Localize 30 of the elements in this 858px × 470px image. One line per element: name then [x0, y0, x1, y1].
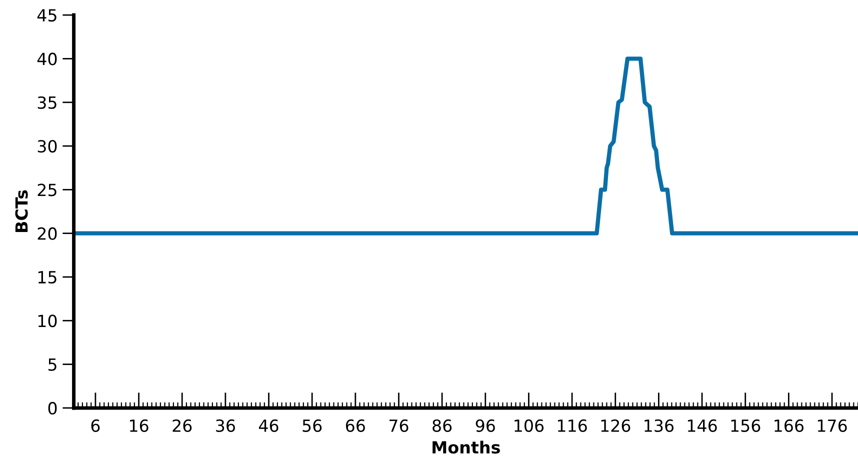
y-tick-label: 15: [38, 271, 56, 284]
y-tick-label: 20: [38, 227, 57, 240]
x-tick-label: 136: [644, 419, 674, 432]
x-tick-label: 26: [172, 419, 192, 432]
x-tick-label: 176: [818, 419, 847, 432]
x-tick-label: 56: [302, 419, 322, 432]
x-tick-label: 166: [774, 419, 804, 432]
y-axis-title: BCTs: [15, 190, 28, 232]
x-tick-label: 16: [130, 419, 148, 432]
x-tick-label: 46: [258, 419, 278, 432]
x-tick-label: 126: [601, 419, 630, 432]
x-tick-label: 86: [432, 419, 452, 432]
x-axis-title: Months: [432, 440, 500, 454]
y-tick-label: 0: [48, 402, 57, 415]
x-tick-label: 116: [558, 419, 587, 432]
y-tick-label: 45: [37, 9, 56, 22]
y-tick-label: 5: [48, 358, 56, 371]
x-tick-label: 106: [514, 419, 544, 432]
y-tick-label: 40: [37, 52, 57, 66]
y-tick-label: 25: [38, 184, 56, 196]
x-tick-label: 36: [216, 419, 235, 432]
y-tick-label: 35: [38, 96, 56, 109]
x-tick-label: 156: [731, 419, 760, 432]
x-tick-label: 146: [688, 419, 717, 432]
y-tick-label: 30: [38, 140, 57, 153]
x-tick-label: 66: [346, 419, 365, 432]
y-tick-label: 10: [38, 314, 57, 328]
x-tick-label: 76: [390, 419, 408, 432]
x-tick-label: 6: [91, 419, 100, 432]
x-tick-label: 96: [476, 419, 495, 432]
